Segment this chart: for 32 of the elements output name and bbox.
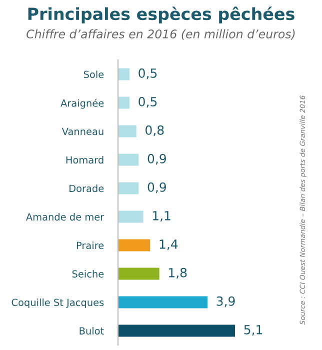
bar bbox=[118, 324, 236, 337]
data-label: 1,4 bbox=[160, 240, 178, 250]
data-label: 0,5 bbox=[138, 96, 157, 108]
y-tick-label: Vanneau bbox=[62, 128, 104, 136]
y-tick-label: Dorade bbox=[70, 184, 104, 192]
bar bbox=[118, 154, 139, 166]
data-label: 5,1 bbox=[244, 325, 262, 336]
chart-title: Principales espèces pêchées bbox=[28, 6, 294, 24]
data-label: 0,9 bbox=[148, 182, 166, 194]
data-label: 0,5 bbox=[138, 68, 157, 80]
chart-subtitle: Chiffre d’affaires en 2016 (en million d’euros) bbox=[26, 29, 295, 40]
data-label: 0,8 bbox=[146, 125, 164, 136]
y-tick-label: Coquille St Jacques bbox=[12, 298, 104, 308]
y-tick-label: Seiche bbox=[72, 270, 104, 278]
bar bbox=[118, 96, 130, 109]
bar bbox=[118, 125, 136, 138]
data-label: 0,9 bbox=[148, 154, 166, 165]
bar bbox=[118, 239, 150, 252]
y-tick-label: Sole bbox=[84, 70, 104, 78]
y-tick-label: Homard bbox=[66, 156, 104, 164]
bar bbox=[118, 268, 160, 280]
bar bbox=[118, 182, 139, 194]
y-tick-label: Bulot bbox=[80, 327, 104, 335]
y-tick-label: Praire bbox=[76, 242, 104, 250]
bar bbox=[118, 210, 144, 223]
bar bbox=[118, 68, 130, 80]
y-tick-label: Araignée bbox=[60, 98, 104, 109]
data-label: 3,9 bbox=[216, 296, 235, 308]
data-label: 1,8 bbox=[169, 268, 187, 279]
data-label: 1,1 bbox=[152, 211, 170, 222]
bar bbox=[118, 296, 208, 308]
y-tick-label: Amande de mer bbox=[26, 213, 104, 221]
